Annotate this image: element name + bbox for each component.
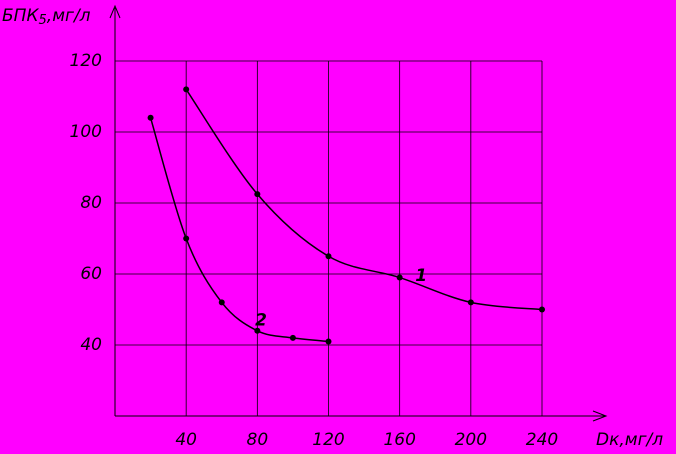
x-tick-label: 40 — [175, 430, 197, 450]
curve — [149, 117, 329, 343]
x-tick-label: 80 — [247, 430, 269, 450]
curve-label: 1 — [415, 266, 427, 286]
point — [396, 274, 403, 281]
curve-label: 2 — [255, 310, 267, 330]
point — [289, 334, 296, 341]
point — [147, 114, 154, 121]
x-tick-label: 160 — [383, 430, 415, 450]
y-axis — [109, 4, 121, 416]
point — [183, 86, 190, 93]
x-tick-label: 200 — [455, 430, 487, 450]
y-tick-label: 60 — [80, 264, 102, 284]
y-tick-label: 80 — [80, 193, 102, 213]
point — [539, 306, 545, 313]
curve — [185, 88, 543, 311]
x-axis — [115, 410, 608, 422]
y-tick-label: 120 — [70, 51, 102, 71]
x-axis-label: Dк,мг/л — [596, 430, 663, 450]
y-label-main: БПК — [2, 6, 39, 26]
x-tick-label: 120 — [312, 430, 344, 450]
point — [218, 299, 225, 306]
x-tick-label: 240 — [526, 430, 558, 450]
point — [254, 327, 261, 334]
y-axis-label: БПК5,мг/л — [2, 6, 91, 28]
y-label-unit: ,мг/л — [47, 6, 91, 26]
y-tick-label: 100 — [70, 122, 102, 142]
point — [183, 235, 190, 242]
y-label-sub: 5 — [39, 13, 47, 28]
y-tick-label: 40 — [80, 335, 102, 355]
point — [467, 299, 474, 306]
point — [254, 191, 261, 198]
point — [325, 253, 332, 260]
point — [325, 338, 332, 345]
